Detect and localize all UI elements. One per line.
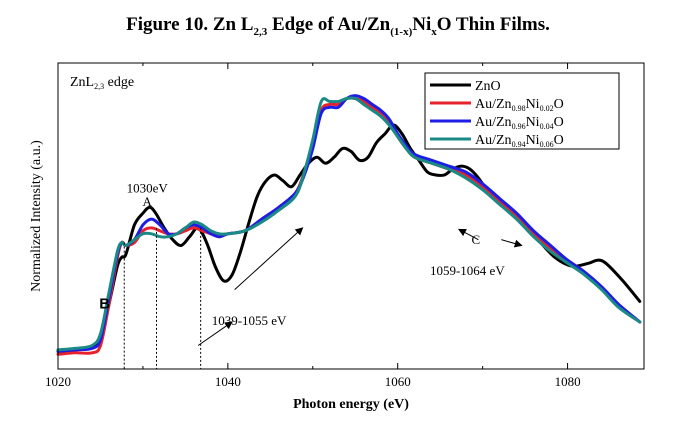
- plot-frame: [57, 62, 645, 370]
- x-tick-label: 1080: [555, 374, 581, 389]
- series-line-3: [56, 94, 642, 353]
- legend-label-1: ZnO: [475, 79, 501, 94]
- x-axis-ticks: 1020 1040 1060 1080: [45, 63, 581, 389]
- figure-title: Figure 10. Zn L2,3 Edge of Au/Zn(1-x)Nix…: [126, 14, 550, 38]
- y-axis-label: Normalized Intensity (a.u.): [29, 140, 44, 292]
- annotation-b-letter: B: [99, 296, 110, 313]
- annotation-c-letter: C: [472, 232, 481, 247]
- inset-edge-label: ZnL2,3 edge: [70, 75, 134, 91]
- legend-label-2: Au/Zn0.98Ni0.02O: [475, 97, 564, 113]
- x-tick-label: 1040: [215, 374, 241, 389]
- annotation-arrow-b-arrow-2: [234, 227, 304, 290]
- annotation-arrow-c-arrow: [457, 228, 479, 241]
- series-line-1: [56, 123, 642, 353]
- annotation-c-range: 1059-1064 eV: [430, 263, 505, 278]
- reference-lines: [123, 227, 202, 369]
- legend-label-3: Au/Zn0.96Ni0.04O: [475, 115, 564, 131]
- annotation-a-letter: A: [142, 194, 152, 209]
- x-tick-label: 1060: [385, 374, 411, 389]
- series-layer: [56, 94, 642, 356]
- x-tick-label: 1020: [45, 374, 71, 389]
- legend-label-4: Au/Zn0.94Ni0.06O: [475, 133, 564, 149]
- x-axis-label: Photon energy (eV): [293, 397, 409, 412]
- annotation-arrow-b-arrow: [197, 321, 233, 346]
- annotation-arrow-c-arrow-2: [501, 239, 523, 248]
- legend: ZnO Au/Zn0.98Ni0.02O Au/Zn0.96Ni0.04O Au/Zn…: [424, 72, 620, 150]
- annotation-a-energy: 1030eV: [127, 181, 169, 196]
- series-line-4: [56, 96, 642, 352]
- annotation-b-range: 1039-1055 eV: [212, 313, 287, 328]
